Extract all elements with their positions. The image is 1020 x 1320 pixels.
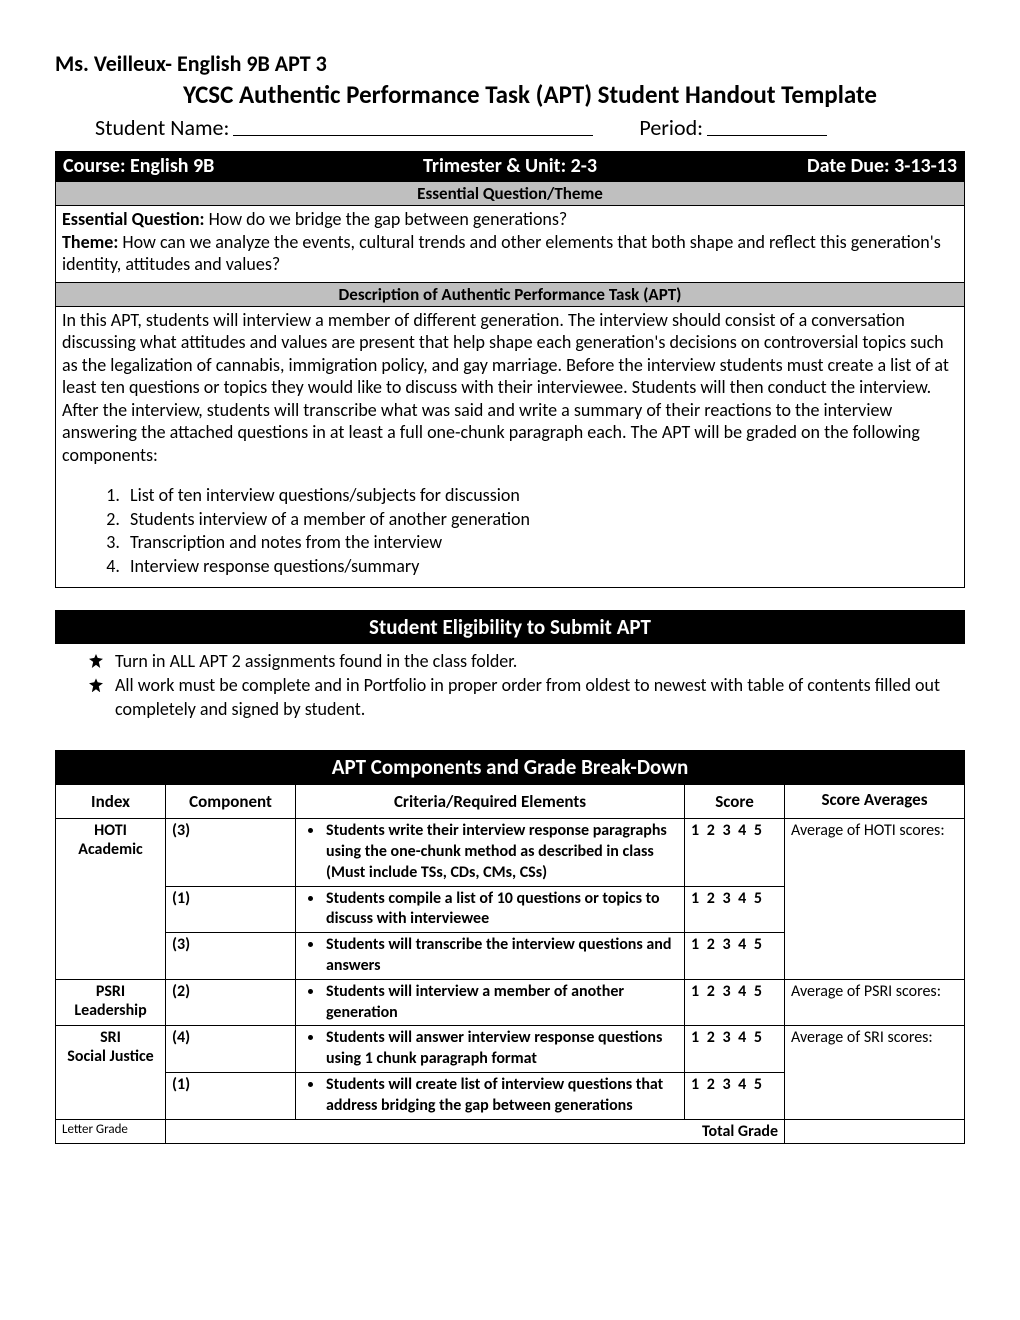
component-cell: (1)	[166, 1072, 296, 1119]
table-row: SRISocial Justice(4)Students will answer…	[56, 1026, 965, 1073]
score-cell[interactable]: 1 2 3 4 5	[685, 1072, 785, 1119]
component-cell: (3)	[166, 933, 296, 980]
eligibility-list: Turn in ALL APT 2 assignments found in t…	[55, 644, 965, 728]
score-cell[interactable]: 1 2 3 4 5	[685, 979, 785, 1026]
index-cell: HOTIAcademic	[56, 819, 166, 980]
grade-breakdown-table: Index Component Criteria/Required Elemen…	[55, 784, 965, 1143]
col-component: Component	[166, 785, 296, 819]
essential-question-header: Essential Question/Theme	[55, 181, 965, 206]
trimester-label: Trimester & Unit: 2-3	[361, 154, 659, 178]
list-item: Turn in ALL APT 2 assignments found in t…	[89, 650, 965, 673]
component-cell: (2)	[166, 979, 296, 1026]
criteria-cell: Students will answer interview response …	[296, 1026, 685, 1073]
criteria-cell: Students will transcribe the interview q…	[296, 933, 685, 980]
eq-text: How do we bridge the gap between generat…	[205, 208, 568, 230]
average-cell: Average of SRI scores:	[785, 1026, 965, 1119]
criteria-cell: Students compile a list of 10 questions …	[296, 886, 685, 933]
component-cell: (4)	[166, 1026, 296, 1073]
description-list: List of ten interview questions/subjects…	[62, 484, 958, 577]
teacher-course-line: Ms. Veilleux- English 9B APT 3	[55, 50, 965, 77]
course-label: Course: English 9B	[63, 154, 361, 178]
score-cell[interactable]: 1 2 3 4 5	[685, 1026, 785, 1073]
list-item: Transcription and notes from the intervi…	[124, 531, 958, 554]
letter-grade-label: Letter Grade	[56, 1119, 166, 1143]
average-cell: Average of PSRI scores:	[785, 979, 965, 1026]
total-grade-label: Total Grade	[166, 1119, 785, 1143]
description-box: In this APT, students will interview a m…	[55, 307, 965, 589]
list-item: Interview response questions/summary	[124, 555, 958, 578]
totals-row: Letter GradeTotal Grade	[56, 1119, 965, 1143]
total-grade-value	[785, 1119, 965, 1143]
component-cell: (1)	[166, 886, 296, 933]
period-blank[interactable]	[707, 114, 827, 136]
criteria-cell: Students write their interview response …	[296, 819, 685, 886]
table-row: HOTIAcademic(3)Students write their inte…	[56, 819, 965, 886]
list-item: List of ten interview questions/subjects…	[124, 484, 958, 507]
list-item: Students interview of a member of anothe…	[124, 508, 958, 531]
student-name-label: Student Name:	[95, 114, 229, 141]
component-cell: (3)	[166, 819, 296, 886]
score-cell[interactable]: 1 2 3 4 5	[685, 933, 785, 980]
col-criteria: Criteria/Required Elements	[296, 785, 685, 819]
student-name-blank[interactable]	[233, 114, 593, 136]
due-date-label: Date Due: 3-13-13	[659, 154, 957, 178]
criteria-cell: Students will interview a member of anot…	[296, 979, 685, 1026]
theme-text: How can we analyze the events, cultural …	[62, 231, 941, 276]
description-body: In this APT, students will interview a m…	[62, 309, 958, 467]
score-cell[interactable]: 1 2 3 4 5	[685, 819, 785, 886]
name-period-row: Student Name: Period:	[55, 114, 965, 141]
average-cell: Average of HOTI scores:	[785, 819, 965, 980]
index-cell: PSRILeadership	[56, 979, 166, 1026]
description-header: Description of Authentic Performance Tas…	[55, 283, 965, 307]
criteria-cell: Students will create list of interview q…	[296, 1072, 685, 1119]
period-label: Period:	[639, 114, 703, 141]
col-index: Index	[56, 785, 166, 819]
eligibility-header: Student Eligibility to Submit APT	[55, 610, 965, 644]
table-row: PSRILeadership(2)Students will interview…	[56, 979, 965, 1026]
index-cell: SRISocial Justice	[56, 1026, 166, 1119]
table-header-row: Index Component Criteria/Required Elemen…	[56, 785, 965, 819]
score-cell[interactable]: 1 2 3 4 5	[685, 886, 785, 933]
theme-label: Theme:	[62, 231, 118, 253]
list-item: All work must be complete and in Portfol…	[89, 674, 965, 721]
col-averages: Score Averages	[785, 785, 965, 819]
course-info-bar: Course: English 9B Trimester & Unit: 2-3…	[55, 151, 965, 181]
eq-label: Essential Question:	[62, 208, 205, 230]
essential-question-box: Essential Question: How do we bridge the…	[55, 206, 965, 283]
page-title: YCSC Authentic Performance Task (APT) St…	[55, 79, 965, 110]
col-score: Score	[685, 785, 785, 819]
grade-breakdown-header: APT Components and Grade Break-Down	[55, 750, 965, 784]
